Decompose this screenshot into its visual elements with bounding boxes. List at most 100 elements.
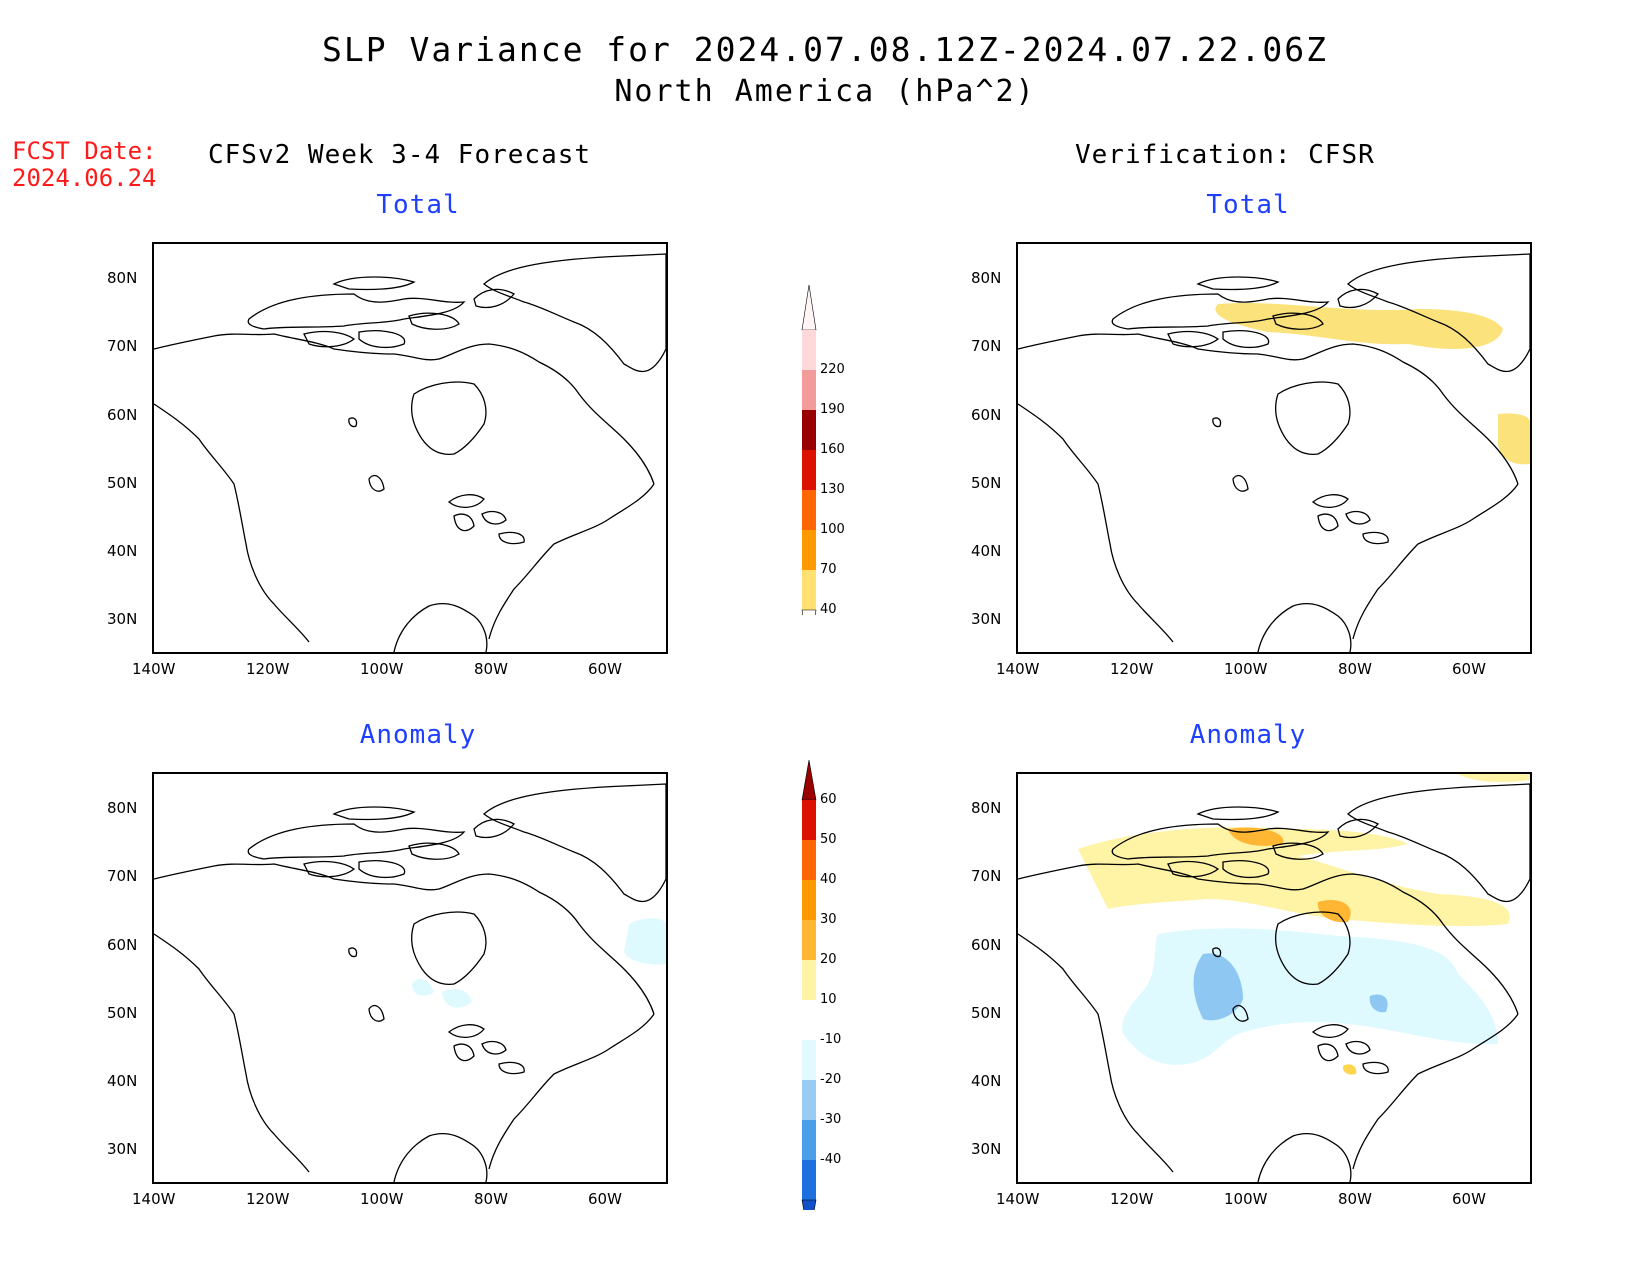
- longitude-tick-label: 100W: [360, 660, 404, 678]
- coastline-path: [1212, 417, 1222, 428]
- coastline-path: [348, 417, 358, 428]
- coastline-path: [481, 510, 507, 525]
- main-title: SLP Variance for 2024.07.08.12Z-2024.07.…: [322, 30, 1328, 69]
- longitude-tick-label: 80W: [1338, 1190, 1372, 1208]
- coastline-path: [1275, 381, 1351, 455]
- longitude-tick-label: 120W: [1110, 660, 1154, 678]
- colorbar-segment: [802, 330, 816, 370]
- latitude-tick-label: 60N: [971, 936, 1002, 954]
- colorbar-label: 10: [820, 992, 837, 1007]
- coastline-path: [1167, 860, 1220, 878]
- latitude-tick-label: 30N: [107, 1140, 138, 1158]
- coastline-path: [1317, 1043, 1339, 1062]
- shading-total-verification: [1215, 302, 1530, 465]
- coastline-path: [411, 911, 487, 985]
- latitude-tick-label: 70N: [971, 337, 1002, 355]
- coastline-path: [408, 842, 460, 860]
- coastline-path: [473, 818, 516, 839]
- map-forecast-anomaly: [152, 772, 668, 1184]
- coastline-path: [247, 823, 466, 860]
- colorbar-segment: [802, 840, 816, 880]
- colorbar-total: [801, 285, 817, 615]
- coastline-path: [368, 1005, 385, 1022]
- longitude-tick-label: 80W: [474, 1190, 508, 1208]
- longitude-tick-label: 100W: [1224, 660, 1268, 678]
- coastline-path: [368, 475, 385, 492]
- column-title-forecast: CFSv2 Week 3-4 Forecast: [208, 140, 592, 170]
- coastline-path: [1257, 602, 1352, 652]
- coastline-path: [408, 312, 460, 330]
- coastline-path: [447, 494, 485, 508]
- coastline-path: [332, 806, 416, 821]
- coastline-path: [1337, 288, 1380, 309]
- coastline-path: [1275, 911, 1351, 985]
- colorbar-segment: [802, 530, 816, 570]
- colorbar-label: 220: [820, 362, 845, 377]
- colorbar-segment: [802, 1040, 816, 1080]
- coastline-path: [1232, 1005, 1249, 1022]
- latitude-tick-label: 40N: [971, 1072, 1002, 1090]
- coastline-path: [473, 288, 516, 309]
- colorbar-label: 100: [820, 522, 845, 537]
- coastline-path: [1111, 293, 1330, 330]
- coastline-path: [1272, 312, 1324, 330]
- colorbar-segment: [802, 880, 816, 920]
- map-verification-total: [1016, 242, 1532, 654]
- coastline-outline: [154, 253, 666, 652]
- fcst-date-label: FCST Date:: [12, 137, 157, 165]
- colorbar-top-triangle: [801, 760, 817, 801]
- coastline-path: [1222, 330, 1270, 349]
- colorbar-segment: [802, 800, 816, 840]
- colorbar-segment: [802, 920, 816, 960]
- coastline-path: [1018, 933, 1174, 1173]
- coastline-path: [488, 483, 655, 640]
- latitude-tick-label: 50N: [107, 1004, 138, 1022]
- longitude-tick-label: 140W: [996, 660, 1040, 678]
- colorbar-bottom-triangle: [801, 1199, 817, 1210]
- map-verification-anomaly: [1016, 772, 1532, 1184]
- latitude-tick-label: 60N: [107, 936, 138, 954]
- panel-title-verification-anomaly: Anomaly: [1189, 720, 1307, 750]
- colorbar-label: 20: [820, 952, 837, 967]
- coastline-path: [453, 513, 475, 532]
- coastline-path: [303, 330, 356, 348]
- latitude-tick-label: 40N: [107, 1072, 138, 1090]
- latitude-tick-label: 80N: [107, 269, 138, 287]
- coastline-path: [1257, 1132, 1352, 1182]
- colorbar-segment: [802, 370, 816, 410]
- longitude-tick-label: 60W: [1452, 1190, 1486, 1208]
- longitude-tick-label: 60W: [1452, 660, 1486, 678]
- latitude-tick-label: 80N: [971, 799, 1002, 817]
- coastline-path: [1362, 531, 1389, 545]
- longitude-tick-label: 100W: [360, 1190, 404, 1208]
- main-subtitle: North America (hPa^2): [614, 74, 1036, 109]
- coastline-path: [411, 381, 487, 455]
- longitude-tick-label: 80W: [474, 660, 508, 678]
- latitude-tick-label: 70N: [107, 337, 138, 355]
- longitude-tick-label: 60W: [588, 1190, 622, 1208]
- latitude-tick-label: 40N: [971, 542, 1002, 560]
- longitude-tick-label: 100W: [1224, 1190, 1268, 1208]
- coastline-path: [358, 330, 406, 349]
- colorbar-label: 130: [820, 482, 845, 497]
- coastline-path: [348, 947, 358, 958]
- coastline-path: [1346, 253, 1530, 372]
- latitude-tick-label: 70N: [107, 867, 138, 885]
- coastline-path: [447, 1024, 485, 1038]
- colorbar-label: 190: [820, 402, 845, 417]
- colorbar-segment: [802, 490, 816, 530]
- coastline-path: [1345, 510, 1371, 525]
- coastline-path: [481, 1040, 507, 1055]
- coastline-path: [1018, 333, 1519, 485]
- shading-anomaly-verification: [1078, 774, 1530, 1075]
- coastline-path: [453, 1043, 475, 1062]
- colorbar-label: 40: [820, 872, 837, 887]
- coastline-path: [358, 860, 406, 879]
- coastline-path: [482, 253, 666, 372]
- panel-title-forecast-anomaly: Anomaly: [359, 720, 477, 750]
- coastline-path: [1212, 947, 1222, 958]
- colorbar-segment: [802, 1160, 816, 1200]
- longitude-tick-label: 140W: [996, 1190, 1040, 1208]
- map-forecast-total: [152, 242, 668, 654]
- coastline-path: [393, 1132, 488, 1182]
